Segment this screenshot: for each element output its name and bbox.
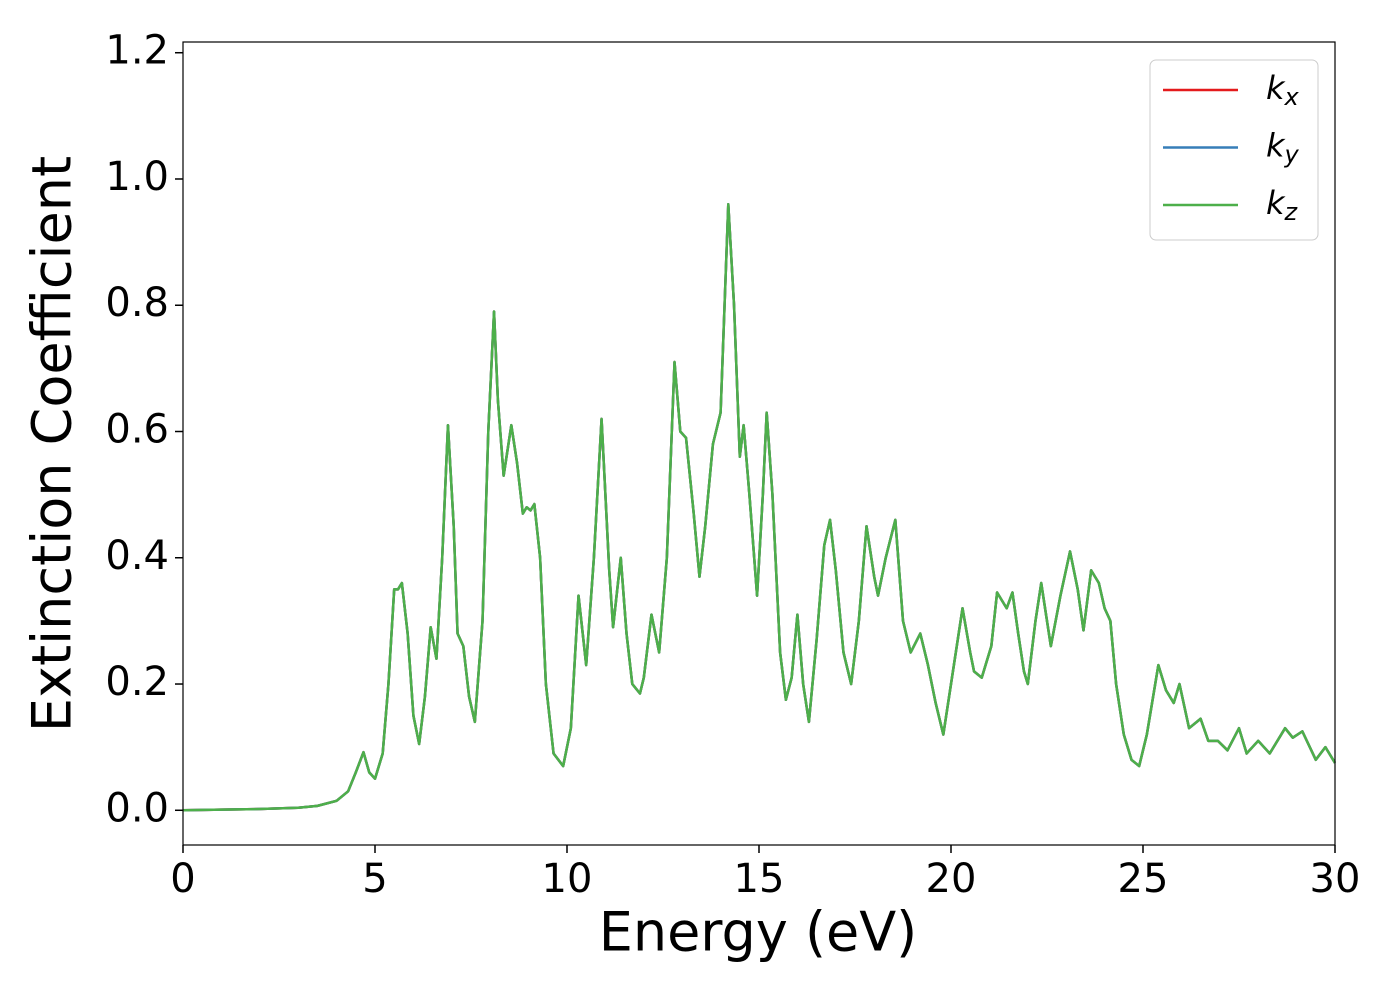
x-axis-label: Energy (eV) xyxy=(599,901,918,964)
legend-label: kx xyxy=(1266,69,1300,111)
y-tick-label: 0.2 xyxy=(105,659,169,705)
y-tick-label: 0.8 xyxy=(105,280,169,326)
x-tick-label: 5 xyxy=(362,856,387,902)
plot-frame xyxy=(182,41,1336,846)
x-tick-label: 15 xyxy=(734,856,785,902)
y-axis-label: Extinction Coefficient xyxy=(21,156,84,732)
y-tick-label: 0.6 xyxy=(105,407,169,453)
x-tick-label: 0 xyxy=(170,856,195,902)
y-tick-label: 0.4 xyxy=(105,533,169,579)
x-tick-label: 30 xyxy=(1310,856,1361,902)
series-line xyxy=(182,202,1337,812)
y-tick-label: 1.0 xyxy=(105,154,169,200)
x-tick-label: 20 xyxy=(926,856,977,902)
x-tick-label: 25 xyxy=(1118,856,1169,902)
legend-box xyxy=(1149,59,1319,241)
series-line xyxy=(182,202,1337,812)
y-tick-label: 1.2 xyxy=(105,28,169,74)
legend-label: kz xyxy=(1266,184,1299,226)
legend-label: ky xyxy=(1266,127,1300,169)
x-tick-label: 10 xyxy=(542,856,593,902)
y-tick-label: 0.0 xyxy=(105,785,169,831)
series-line xyxy=(182,202,1337,812)
